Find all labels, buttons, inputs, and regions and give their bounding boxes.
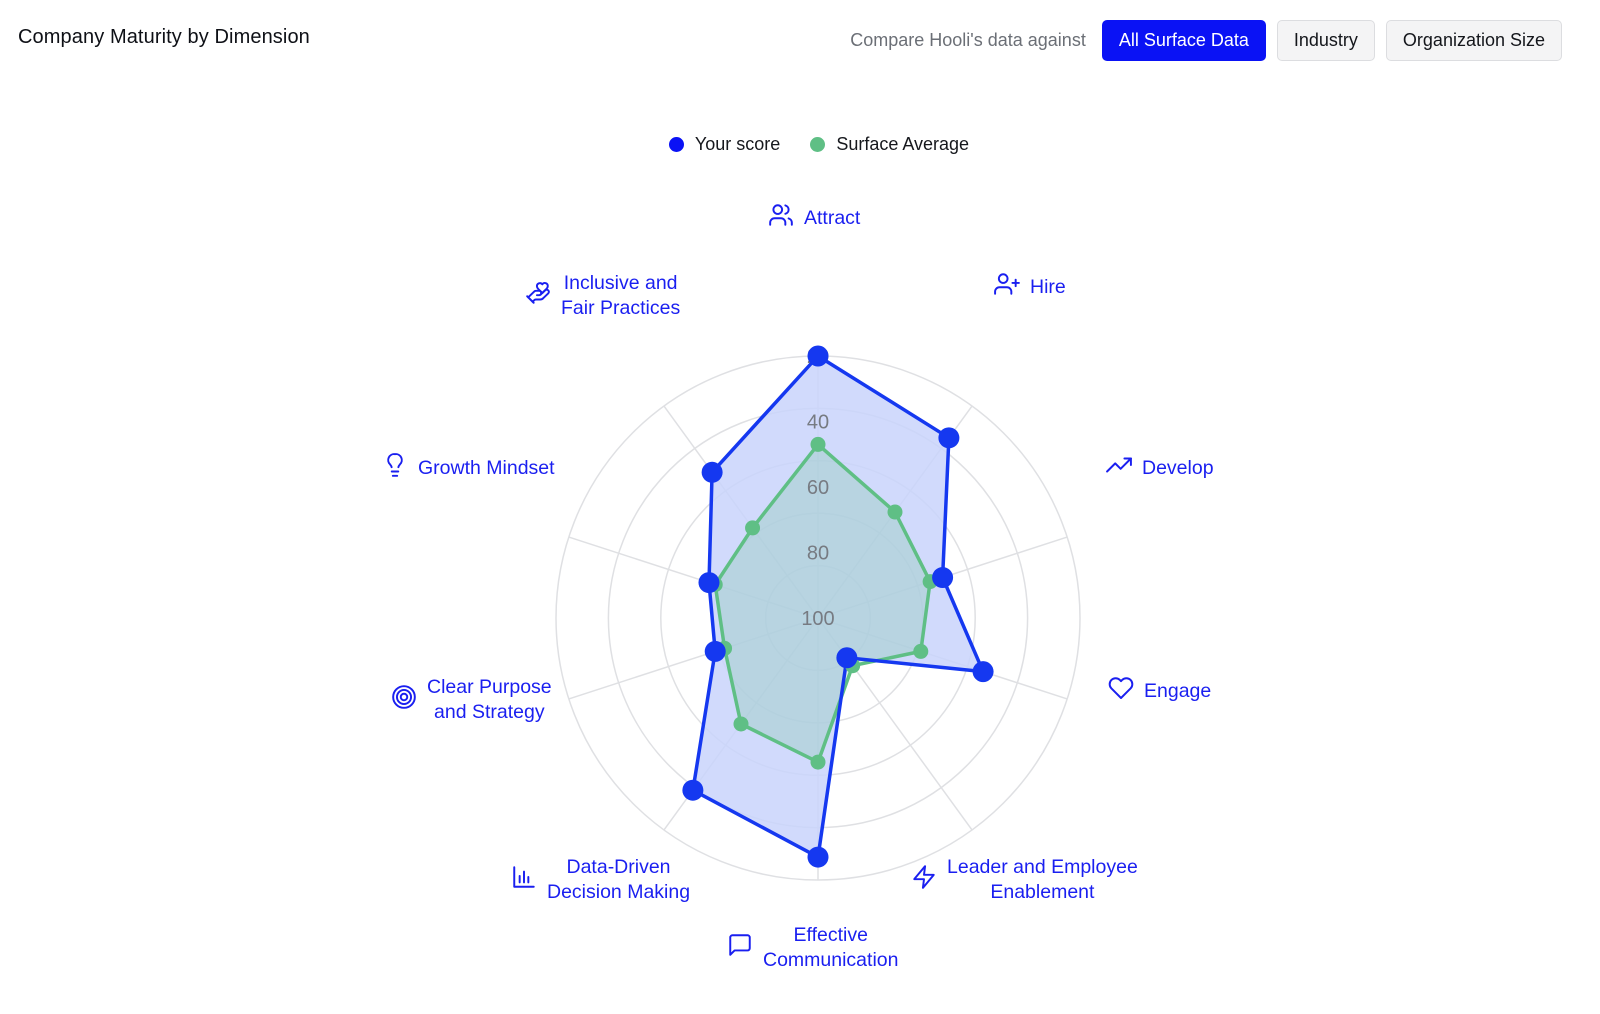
dimension-label-attract[interactable]: Attract xyxy=(768,202,860,235)
dimension-label-hire[interactable]: Hire xyxy=(994,271,1066,304)
compare-toolbar: Compare Hooli's data against All Surface… xyxy=(850,20,1562,61)
hand-heart-icon xyxy=(525,280,551,313)
dimension-label-inclusive-and-fair-practices[interactable]: Inclusive and Fair Practices xyxy=(525,271,680,321)
legend-label-surface-average: Surface Average xyxy=(836,134,970,154)
radial-tick-label: 80 xyxy=(807,543,829,565)
page-title: Company Maturity by Dimension xyxy=(18,26,310,48)
legend-swatch-your-score xyxy=(668,137,684,152)
dimension-label-text: Hire xyxy=(1030,276,1066,298)
radial-tick-label: 60 xyxy=(807,477,829,499)
dimension-label-clear-purpose-and-strategy[interactable]: Clear Purpose and Strategy xyxy=(391,675,552,725)
your-score-point xyxy=(932,567,954,589)
heart-icon xyxy=(1108,675,1134,708)
dimension-label-text: Data-Driven Decision Making xyxy=(547,856,691,903)
dimension-label-text: Clear Purpose and Strategy xyxy=(427,676,552,723)
your-score-point xyxy=(698,572,720,594)
dimension-label-engage[interactable]: Engage xyxy=(1108,675,1211,708)
organization-size-button[interactable]: Organization Size xyxy=(1385,20,1562,61)
dimension-label-text: Growth Mindset xyxy=(418,457,555,479)
your-score-point xyxy=(807,345,829,367)
dimension-label-effective-communication[interactable]: Effective Communication xyxy=(727,923,898,973)
your-score-point xyxy=(704,640,726,662)
dimension-label-text: Develop xyxy=(1142,457,1214,479)
your-score-point xyxy=(682,779,704,801)
radial-tick-label: 100 xyxy=(801,608,834,630)
surface-average-point xyxy=(887,504,903,520)
your-score-point xyxy=(807,846,829,868)
surface-average-point xyxy=(733,716,749,732)
message-square-icon xyxy=(727,932,753,965)
user-plus-icon xyxy=(994,271,1020,304)
your-score-point xyxy=(836,647,858,669)
target-icon xyxy=(391,684,417,717)
dimension-label-text: Effective Communication xyxy=(763,924,899,971)
dimension-label-text: Inclusive and Fair Practices xyxy=(561,272,681,319)
dimension-label-text: Engage xyxy=(1144,680,1212,702)
radial-tick-label: 40 xyxy=(807,412,829,434)
dimension-label-text: Leader and Employee Enablement xyxy=(947,856,1138,903)
surface-average-point xyxy=(745,520,761,536)
users-icon xyxy=(768,202,794,235)
your-score-point xyxy=(938,427,960,449)
compare-label: Compare Hooli's data against xyxy=(850,30,1086,50)
dimension-label-data-driven-decision-making[interactable]: Data-Driven Decision Making xyxy=(511,855,690,905)
industry-button[interactable]: Industry xyxy=(1276,20,1375,61)
lightbulb-icon xyxy=(382,452,408,485)
all-surface-data-button[interactable]: All Surface Data xyxy=(1101,20,1266,61)
dimension-label-develop[interactable]: Develop xyxy=(1106,452,1214,485)
dimension-label-text: Attract xyxy=(804,207,861,229)
your-score-point xyxy=(972,661,994,683)
dimension-label-leader-and-employee-enablement[interactable]: Leader and Employee Enablement xyxy=(911,855,1138,905)
surface-average-point xyxy=(913,643,929,659)
surface-average-point xyxy=(810,436,826,452)
bar-chart-icon xyxy=(511,864,537,897)
surface-average-point xyxy=(810,754,826,770)
zap-icon xyxy=(911,864,937,897)
dimension-label-growth-mindset[interactable]: Growth Mindset xyxy=(382,452,555,485)
legend-swatch-surface-average xyxy=(810,137,826,152)
legend-item-surface-average[interactable]: Surface Average xyxy=(810,134,969,155)
trending-up-icon xyxy=(1106,452,1132,485)
your-score-point xyxy=(701,461,723,483)
legend-label-your-score: Your score xyxy=(694,134,781,154)
chart-legend: Your score Surface Average xyxy=(0,134,1600,155)
your-score-area xyxy=(692,356,984,858)
legend-item-your-score[interactable]: Your score xyxy=(668,134,781,155)
